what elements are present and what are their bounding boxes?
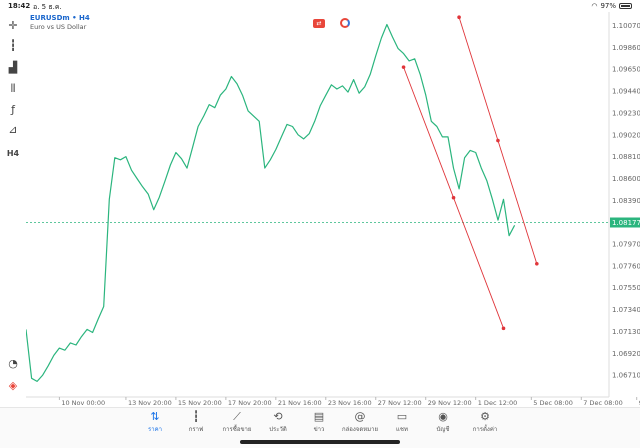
x-tick-label: 23 Nov 16:00	[328, 399, 372, 407]
quotes-icon: ⇅	[150, 410, 160, 423]
tab-label: กล่องจดหมาย	[341, 426, 379, 433]
chat-icon: ▭	[396, 410, 408, 423]
tab-settings[interactable]: ⚙ การตั้งค่า	[465, 410, 505, 434]
tab-trade[interactable]: ⟋ การซื้อขาย	[217, 410, 257, 434]
home-indicator	[240, 440, 400, 444]
x-tick-label: 13 Nov 20:00	[128, 399, 172, 407]
x-tick-label: 21 Nov 16:00	[278, 399, 322, 407]
y-tick-label: 1.09440	[612, 88, 640, 96]
tab-mailbox[interactable]: @ กล่องจดหมาย	[340, 410, 380, 434]
x-tick-label: 9 Dec 08:00	[639, 399, 640, 407]
mailbox-icon: @	[354, 410, 366, 423]
tab-label: กราฟ	[188, 426, 204, 433]
tab-quotes[interactable]: ⇅ ราคา	[135, 410, 175, 434]
status-date: อ. 5 ธ.ค.	[33, 3, 62, 11]
y-tick-label: 1.07970	[612, 241, 640, 249]
battery-icon	[619, 3, 632, 9]
tab-label: ราคา	[148, 426, 162, 433]
y-tick-label: 1.08600	[612, 175, 640, 183]
x-tick-label: 15 Nov 20:00	[178, 399, 222, 407]
y-tick-label: 1.09860	[612, 44, 640, 52]
y-tick-label: 1.07340	[612, 306, 640, 314]
y-tick-label: 1.10070	[612, 22, 640, 30]
history-icon: ⟲	[273, 410, 283, 423]
tab-chart[interactable]: ┇ กราฟ	[176, 410, 216, 434]
y-tick-label: 1.07130	[612, 328, 640, 336]
tab-news[interactable]: ▤ ข่าว	[299, 410, 339, 434]
trend-line-anchor	[401, 65, 406, 69]
y-tick-label: 1.07760	[612, 262, 640, 270]
x-tick-label: 7 Dec 08:00	[583, 399, 623, 407]
tab-label: แชท	[396, 426, 408, 433]
trend-line-anchor	[496, 138, 500, 143]
trade-icon: ⟋	[233, 410, 241, 423]
price-chart[interactable]: 1.10070 1.09860 1.09650 1.09440 1.09230 1.090…	[26, 12, 640, 407]
left-toolbar: ✛ ┇ ▟ ⫴ ƒ ⊿ H4 ◔ ◈	[0, 12, 26, 407]
x-tick-label: 10 Nov 00:00	[61, 399, 105, 407]
tab-label: การตั้งค่า	[472, 426, 498, 433]
current-price-label: 1.08177	[612, 219, 640, 227]
status-right: ◠ 97%	[591, 2, 632, 10]
y-tick-label: 1.06710	[612, 372, 640, 380]
y-tick-label: 1.09650	[612, 66, 640, 74]
wifi-icon: ◠	[591, 2, 598, 10]
status-bar: 18:42 อ. 5 ธ.ค. ◠ 97%	[0, 0, 640, 12]
bar-chart-type-icon[interactable]: ┇	[9, 39, 17, 52]
y-tick-label: 1.08390	[612, 197, 640, 205]
signals-icon[interactable]: ◈	[8, 379, 18, 392]
chart-icon: ┇	[192, 410, 200, 423]
one-click-trading-icon[interactable]: ⇄	[313, 19, 325, 28]
x-tick-label: 27 Nov 12:00	[378, 399, 422, 407]
tab-account[interactable]: ◉ บัญชี	[423, 410, 463, 434]
status-time: 18:42	[8, 2, 31, 10]
price-series-line	[26, 23, 516, 382]
bottom-tab-bar: ⇅ ราคา ┇ กราฟ ⟋ การซื้อขาย ⟲ ประวัติ ▤ ข่าว @ กล่อง…	[0, 407, 640, 448]
trend-line-anchor	[451, 195, 456, 200]
x-tick-label: 5 Dec 08:00	[533, 399, 573, 407]
crosshair-icon[interactable]: ✛	[8, 19, 18, 32]
y-tick-label: 1.06920	[612, 350, 640, 358]
account-icon: ◉	[438, 410, 448, 423]
tab-chat[interactable]: ▭ แชท	[382, 410, 422, 434]
y-tick-label: 1.08810	[612, 153, 640, 161]
trend-line-anchor	[457, 15, 461, 20]
tab-label: บัญชี	[436, 426, 450, 433]
timeframe-bars-icon[interactable]: ▟	[8, 61, 18, 74]
tab-label: ข่าว	[313, 426, 325, 433]
trend-line-anchor	[535, 262, 539, 266]
x-tick-label: 17 Nov 20:00	[228, 399, 272, 407]
y-tick-label: 1.09230	[612, 109, 640, 117]
function-icon[interactable]: ƒ	[11, 103, 15, 116]
x-tick-label: 1 Dec 12:00	[478, 399, 518, 407]
current-price-label-bg	[610, 217, 640, 228]
y-tick-label: 1.07550	[612, 284, 640, 292]
zoom-icon[interactable]: ◔	[8, 357, 18, 370]
y-tick-label: 1.09020	[612, 131, 640, 139]
battery-percent: 97%	[600, 2, 616, 10]
objects-icon[interactable]: ⊿	[8, 123, 18, 136]
timeframe-button[interactable]: H4	[6, 149, 20, 158]
trend-line-anchor	[501, 326, 506, 331]
indicators-icon[interactable]: ⫴	[10, 82, 16, 95]
symbol-description: Euro vs US Dollar	[30, 23, 87, 31]
settings-icon: ⚙	[480, 410, 490, 423]
x-tick-label: 29 Nov 12:00	[428, 399, 472, 407]
tab-history[interactable]: ⟲ ประวัติ	[258, 410, 298, 434]
symbol-title[interactable]: EURUSDm • H4	[30, 14, 90, 22]
tab-label: การซื้อขาย	[222, 426, 252, 433]
depth-of-market-icon[interactable]	[340, 18, 350, 28]
news-icon: ▤	[313, 410, 325, 423]
tab-label: ประวัติ	[269, 426, 287, 433]
